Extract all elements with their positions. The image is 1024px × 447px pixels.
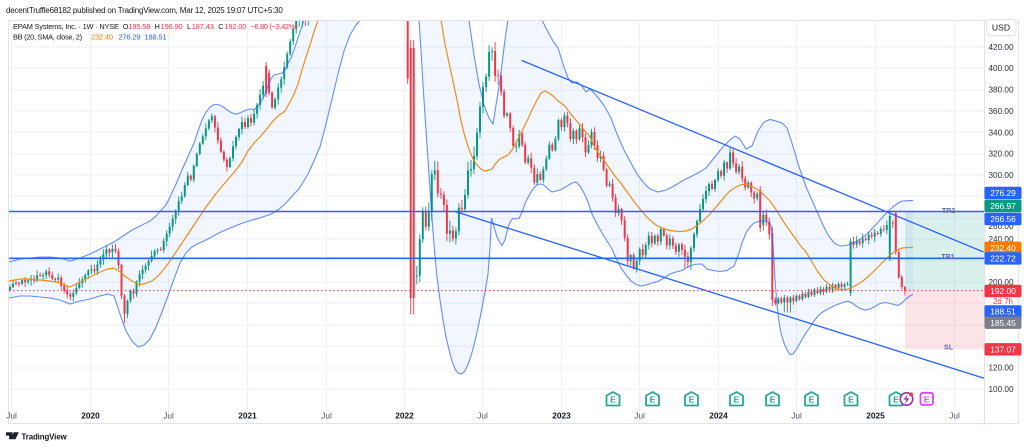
svg-text:E: E	[809, 395, 815, 405]
svg-text:185.45: 185.45	[990, 318, 1016, 328]
svg-text:187.43: 187.43	[192, 22, 214, 31]
svg-text:Jul: Jul	[791, 411, 802, 421]
svg-text:340.00: 340.00	[989, 128, 1014, 137]
svg-text:222.72: 222.72	[990, 254, 1016, 264]
svg-text:−6.80 (−3.42%): −6.80 (−3.42%)	[251, 22, 298, 31]
svg-text:192.00: 192.00	[224, 22, 246, 31]
svg-text:2023: 2023	[552, 411, 571, 421]
svg-text:276.29: 276.29	[118, 33, 140, 42]
svg-text:E: E	[893, 395, 899, 405]
svg-text:E: E	[734, 395, 740, 405]
svg-text:260.00: 260.00	[989, 222, 1014, 231]
svg-text:L: L	[187, 22, 191, 31]
svg-text:195.58: 195.58	[128, 22, 150, 31]
svg-text:320.00: 320.00	[989, 150, 1014, 159]
svg-text:2024: 2024	[709, 411, 728, 421]
svg-text:E: E	[770, 395, 776, 405]
svg-text:E: E	[650, 395, 656, 405]
svg-text:O: O	[123, 22, 129, 31]
svg-text:Jul: Jul	[634, 411, 645, 421]
svg-text:SL: SL	[944, 343, 954, 352]
svg-text:137.07: 137.07	[990, 344, 1016, 354]
svg-text:240.00: 240.00	[989, 235, 1014, 244]
svg-text:2022: 2022	[395, 411, 414, 421]
svg-text:Jul: Jul	[6, 411, 17, 421]
svg-text:266.97: 266.97	[990, 201, 1016, 211]
svg-text:EPAM Systems, Inc. · 1W · NYSE: EPAM Systems, Inc. · 1W · NYSE	[13, 22, 119, 31]
svg-text:276.29: 276.29	[990, 188, 1016, 198]
svg-text:196.90: 196.90	[161, 22, 183, 31]
svg-text:2025: 2025	[866, 411, 885, 421]
svg-text:188.51: 188.51	[990, 307, 1016, 317]
svg-text:E: E	[610, 395, 616, 405]
svg-text:TradingView: TradingView	[22, 433, 68, 442]
svg-text:TP2: TP2	[942, 206, 955, 215]
svg-text:232.40: 232.40	[91, 33, 113, 42]
svg-text:TP1: TP1	[941, 252, 954, 261]
svg-text:2021: 2021	[238, 411, 257, 421]
svg-text:200.00: 200.00	[989, 278, 1014, 287]
svg-text:420.00: 420.00	[989, 43, 1014, 52]
svg-text:decentTruffle68182 published o: decentTruffle68182 published on TradingV…	[6, 6, 283, 15]
svg-text:E: E	[848, 395, 854, 405]
svg-text:2020: 2020	[81, 411, 100, 421]
svg-text:400.00: 400.00	[989, 64, 1014, 73]
svg-text:380.00: 380.00	[989, 86, 1014, 95]
svg-text:232.40: 232.40	[990, 243, 1016, 253]
svg-text:Jul: Jul	[949, 411, 960, 421]
svg-text:E: E	[689, 395, 695, 405]
svg-text:E: E	[924, 394, 930, 404]
svg-text:USD: USD	[992, 23, 1010, 33]
svg-text:360.00: 360.00	[989, 107, 1014, 116]
svg-text:BB (20, SMA, close, 2): BB (20, SMA, close, 2)	[13, 33, 82, 42]
svg-text:Jul: Jul	[163, 411, 174, 421]
svg-text:188.51: 188.51	[145, 33, 167, 42]
svg-text:300.00: 300.00	[989, 171, 1014, 180]
svg-text:192.00: 192.00	[990, 286, 1016, 296]
svg-text:2d 7h: 2d 7h	[993, 297, 1013, 306]
svg-text:120.00: 120.00	[989, 364, 1014, 373]
svg-text:Jul: Jul	[477, 411, 488, 421]
svg-text:100.00: 100.00	[989, 385, 1014, 394]
svg-text:H: H	[155, 22, 160, 31]
svg-text:C: C	[218, 22, 224, 31]
svg-text:Jul: Jul	[321, 411, 332, 421]
svg-text:266.56: 266.56	[990, 214, 1016, 224]
